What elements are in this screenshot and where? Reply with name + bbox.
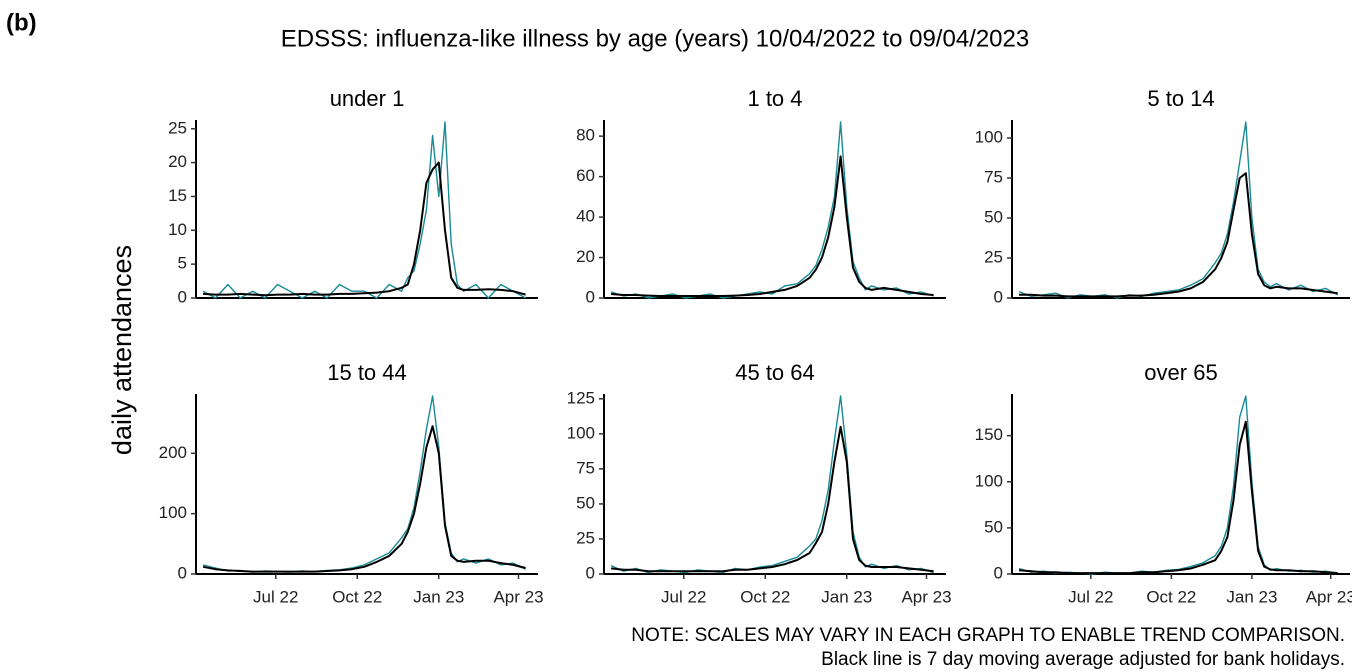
x-tick-label: Jan 23 <box>1226 587 1277 606</box>
panel-title: 1 to 4 <box>747 86 802 111</box>
y-tick-label: 60 <box>576 166 595 185</box>
y-tick-label: 100 <box>159 503 187 522</box>
x-tick-label: Jul 22 <box>1068 587 1113 606</box>
series-line <box>610 425 934 573</box>
y-tick-label: 80 <box>576 126 595 145</box>
y-tick-label: 25 <box>576 528 595 547</box>
series-line <box>1018 121 1339 299</box>
x-tick-label: Apr 23 <box>493 587 543 606</box>
series-line <box>611 155 934 297</box>
series-line <box>1018 420 1338 575</box>
y-tick-label: 0 <box>178 563 187 582</box>
y-tick-label: 20 <box>168 152 187 171</box>
x-tick-label: Jul 22 <box>253 587 298 606</box>
y-tick-label: 0 <box>994 287 1003 306</box>
y-tick-label: 75 <box>984 167 1003 186</box>
x-tick-label: Apr 23 <box>901 587 951 606</box>
y-tick-label: 50 <box>984 207 1003 226</box>
y-tick-label: 125 <box>567 388 595 407</box>
x-tick-label: Oct 22 <box>332 587 382 606</box>
panel-title: 45 to 64 <box>735 360 815 385</box>
series-line <box>1018 395 1338 575</box>
y-tick-label: 40 <box>576 207 595 226</box>
x-tick-label: Jan 23 <box>413 587 464 606</box>
series-line <box>202 425 526 573</box>
y-tick-label: 100 <box>975 471 1003 490</box>
y-tick-label: 10 <box>168 220 187 239</box>
panel-title: 15 to 44 <box>327 360 407 385</box>
x-tick-label: Jan 23 <box>821 587 872 606</box>
note: Black line is 7 day moving average adjus… <box>821 649 1345 670</box>
y-tick-label: 0 <box>994 563 1003 582</box>
y-tick-label: 150 <box>975 425 1003 444</box>
y-tick-label: 100 <box>567 423 595 442</box>
chart-title: EDSSS: influenza-like illness by age (ye… <box>281 25 1029 52</box>
y-tick-label: 200 <box>159 443 187 462</box>
series-line <box>203 161 526 297</box>
panel-title: under 1 <box>330 86 405 111</box>
x-tick-label: Oct 22 <box>740 587 790 606</box>
series-line <box>610 395 934 574</box>
y-tick-label: 0 <box>586 563 595 582</box>
y-tick-label: 25 <box>984 247 1003 266</box>
y-tick-label: 100 <box>975 127 1003 146</box>
series-line <box>1019 172 1338 298</box>
y-axis-label: daily attendances <box>107 245 137 455</box>
note: NOTE: SCALES MAY VARY IN EACH GRAPH TO E… <box>631 625 1345 646</box>
panel-title: 5 to 14 <box>1147 86 1214 111</box>
y-tick-label: 50 <box>984 517 1003 536</box>
y-tick-label: 0 <box>178 287 187 306</box>
y-tick-label: 5 <box>178 254 187 273</box>
x-tick-label: Jul 22 <box>661 587 706 606</box>
x-tick-label: Oct 22 <box>1146 587 1196 606</box>
y-tick-label: 15 <box>168 186 187 205</box>
panel-title: over 65 <box>1144 360 1217 385</box>
y-tick-label: 75 <box>576 458 595 477</box>
panel-label: (b) <box>6 9 37 36</box>
y-tick-label: 0 <box>586 287 595 306</box>
series-line <box>610 121 934 299</box>
series-line <box>202 395 526 573</box>
y-tick-label: 25 <box>168 118 187 137</box>
series-line <box>202 121 526 299</box>
x-tick-label: Apr 23 <box>1306 587 1352 606</box>
y-tick-label: 20 <box>576 247 595 266</box>
y-tick-label: 50 <box>576 493 595 512</box>
